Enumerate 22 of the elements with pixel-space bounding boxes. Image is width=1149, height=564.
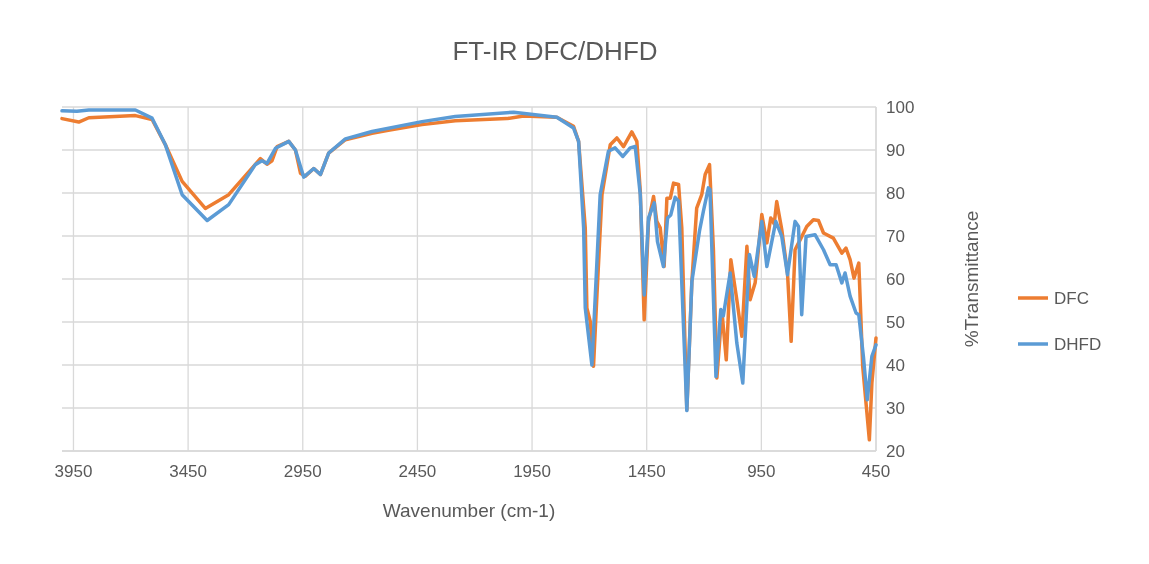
y-axis-title: %Transmittance <box>961 210 982 348</box>
x-tick-label: 3450 <box>169 462 208 481</box>
x-tick-label: 450 <box>861 462 891 481</box>
y-tick-label: 90 <box>886 141 905 160</box>
y-tick-label: 80 <box>886 184 905 203</box>
y-tick-label: 60 <box>886 270 905 289</box>
x-tick-label: 1950 <box>513 462 551 481</box>
legend-label: DHFD <box>1054 335 1102 354</box>
y-tick-label: 70 <box>886 227 905 246</box>
x-axis-title: Wavenumber (cm-1) <box>382 500 556 521</box>
y-tick-label: 40 <box>886 356 905 375</box>
chart-title: FT-IR DFC/DHFD <box>452 36 658 66</box>
y-tick-label: 20 <box>886 442 905 461</box>
x-tick-label: 2950 <box>283 462 322 481</box>
y-tick-label: 50 <box>886 313 905 332</box>
y-tick-label: 30 <box>886 399 905 418</box>
x-tick-label: 2450 <box>398 462 437 481</box>
legend-label: DFC <box>1054 289 1089 308</box>
x-tick-label: 1450 <box>627 462 666 481</box>
x-tick-label: 3950 <box>54 462 93 481</box>
x-tick-label: 950 <box>747 462 776 481</box>
y-tick-label: 100 <box>886 98 915 117</box>
